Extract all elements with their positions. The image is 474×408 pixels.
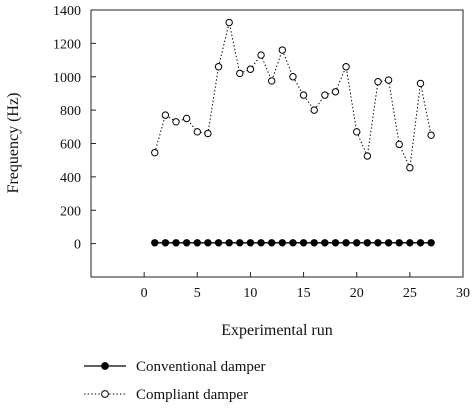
data-point-conventional-damper [204, 239, 212, 247]
data-point-conventional-damper [374, 239, 382, 247]
x-tick-label: 10 [243, 286, 257, 301]
y-axis-ticks: 0 200 400 600 800 1000 1200 1400 [53, 4, 96, 253]
data-point-compliant-damper [374, 78, 382, 86]
data-point-conventional-damper [427, 239, 435, 247]
data-point-conventional-damper [289, 239, 297, 247]
data-point-conventional-damper [172, 239, 180, 247]
y-tick-label: 1000 [53, 71, 81, 86]
data-point-conventional-damper [406, 239, 414, 247]
data-point-compliant-damper [353, 128, 361, 136]
data-point-compliant-damper [151, 148, 159, 157]
data-point-conventional-damper [225, 239, 233, 247]
data-point-conventional-damper [182, 239, 191, 247]
data-point-compliant-damper [278, 46, 287, 54]
legend: Conventional damper Compliant damper [84, 359, 266, 403]
data-point-compliant-damper [172, 118, 180, 126]
x-tick-label: 25 [403, 286, 417, 301]
data-point-conventional-damper [161, 239, 170, 247]
data-point-conventional-damper [267, 239, 276, 247]
x-tick-label: 0 [141, 286, 148, 301]
series-conventional-damper [151, 239, 435, 247]
x-tick-label: 15 [297, 286, 311, 301]
data-point-compliant-damper [342, 63, 350, 71]
data-point-compliant-damper [267, 77, 276, 85]
data-point-conventional-damper [214, 239, 223, 247]
y-tick-label: 1400 [53, 4, 81, 19]
data-point-conventional-damper [310, 239, 318, 247]
series-layer [151, 18, 435, 247]
y-tick-label: 800 [60, 104, 81, 119]
data-point-compliant-damper [161, 111, 170, 119]
data-point-compliant-damper [246, 65, 255, 73]
legend-label-conventional-damper: Conventional damper [136, 359, 266, 375]
data-point-compliant-damper [416, 79, 425, 88]
data-point-compliant-damper [225, 18, 233, 27]
x-tick-label: 5 [194, 286, 201, 301]
data-point-compliant-damper [321, 91, 329, 99]
data-point-conventional-damper [193, 239, 201, 247]
legend-item-conventional-damper: Conventional damper [84, 359, 266, 375]
data-point-compliant-damper [395, 140, 403, 149]
data-point-conventional-damper [278, 239, 287, 247]
data-point-compliant-damper [310, 106, 318, 114]
data-point-conventional-damper [299, 239, 308, 247]
data-point-compliant-damper [289, 73, 297, 81]
data-point-compliant-damper [363, 152, 372, 160]
data-point-conventional-damper [342, 239, 350, 247]
data-point-conventional-damper [246, 239, 255, 247]
plot-area-frame [90, 9, 464, 278]
y-tick-label: 200 [60, 204, 81, 219]
data-point-compliant-damper [331, 88, 340, 96]
y-tick-label: 600 [60, 138, 81, 153]
data-point-conventional-damper [321, 239, 329, 247]
y-tick-label: 1200 [53, 37, 81, 52]
y-axis-title: Frequency (Hz) [5, 93, 22, 194]
x-axis-title: Experimental run [221, 322, 333, 339]
y-tick-label: 0 [74, 238, 81, 253]
data-point-conventional-damper [395, 239, 403, 247]
x-axis-ticks: 0 5 10 15 20 25 30 [141, 272, 470, 301]
x-tick-label: 30 [456, 286, 470, 301]
data-point-compliant-damper [214, 63, 223, 71]
data-point-conventional-damper [416, 239, 425, 247]
data-point-compliant-damper [257, 51, 265, 59]
series-line-compliant-damper [154, 22, 432, 170]
legend-marker-conventional-damper [101, 362, 109, 370]
data-point-compliant-damper [193, 128, 201, 136]
data-point-compliant-damper [384, 76, 393, 84]
data-point-conventional-damper [384, 239, 393, 247]
y-tick-label: 400 [60, 171, 81, 186]
data-point-compliant-damper [182, 114, 191, 123]
legend-label-compliant-damper: Compliant damper [136, 387, 248, 403]
data-point-conventional-damper [236, 239, 244, 247]
x-tick-label: 20 [350, 286, 364, 301]
data-point-compliant-damper [236, 69, 244, 78]
data-point-conventional-damper [331, 239, 340, 247]
data-point-conventional-damper [257, 239, 265, 247]
data-point-conventional-damper [363, 239, 372, 247]
data-point-compliant-damper [204, 129, 212, 138]
data-point-compliant-damper [299, 91, 308, 99]
data-point-compliant-damper [406, 163, 414, 172]
legend-marker-compliant-damper [101, 390, 109, 398]
data-point-conventional-damper [353, 239, 361, 247]
data-point-conventional-damper [151, 239, 159, 247]
series-compliant-damper [151, 18, 435, 172]
data-point-compliant-damper [427, 131, 435, 139]
legend-item-compliant-damper: Compliant damper [84, 387, 248, 403]
